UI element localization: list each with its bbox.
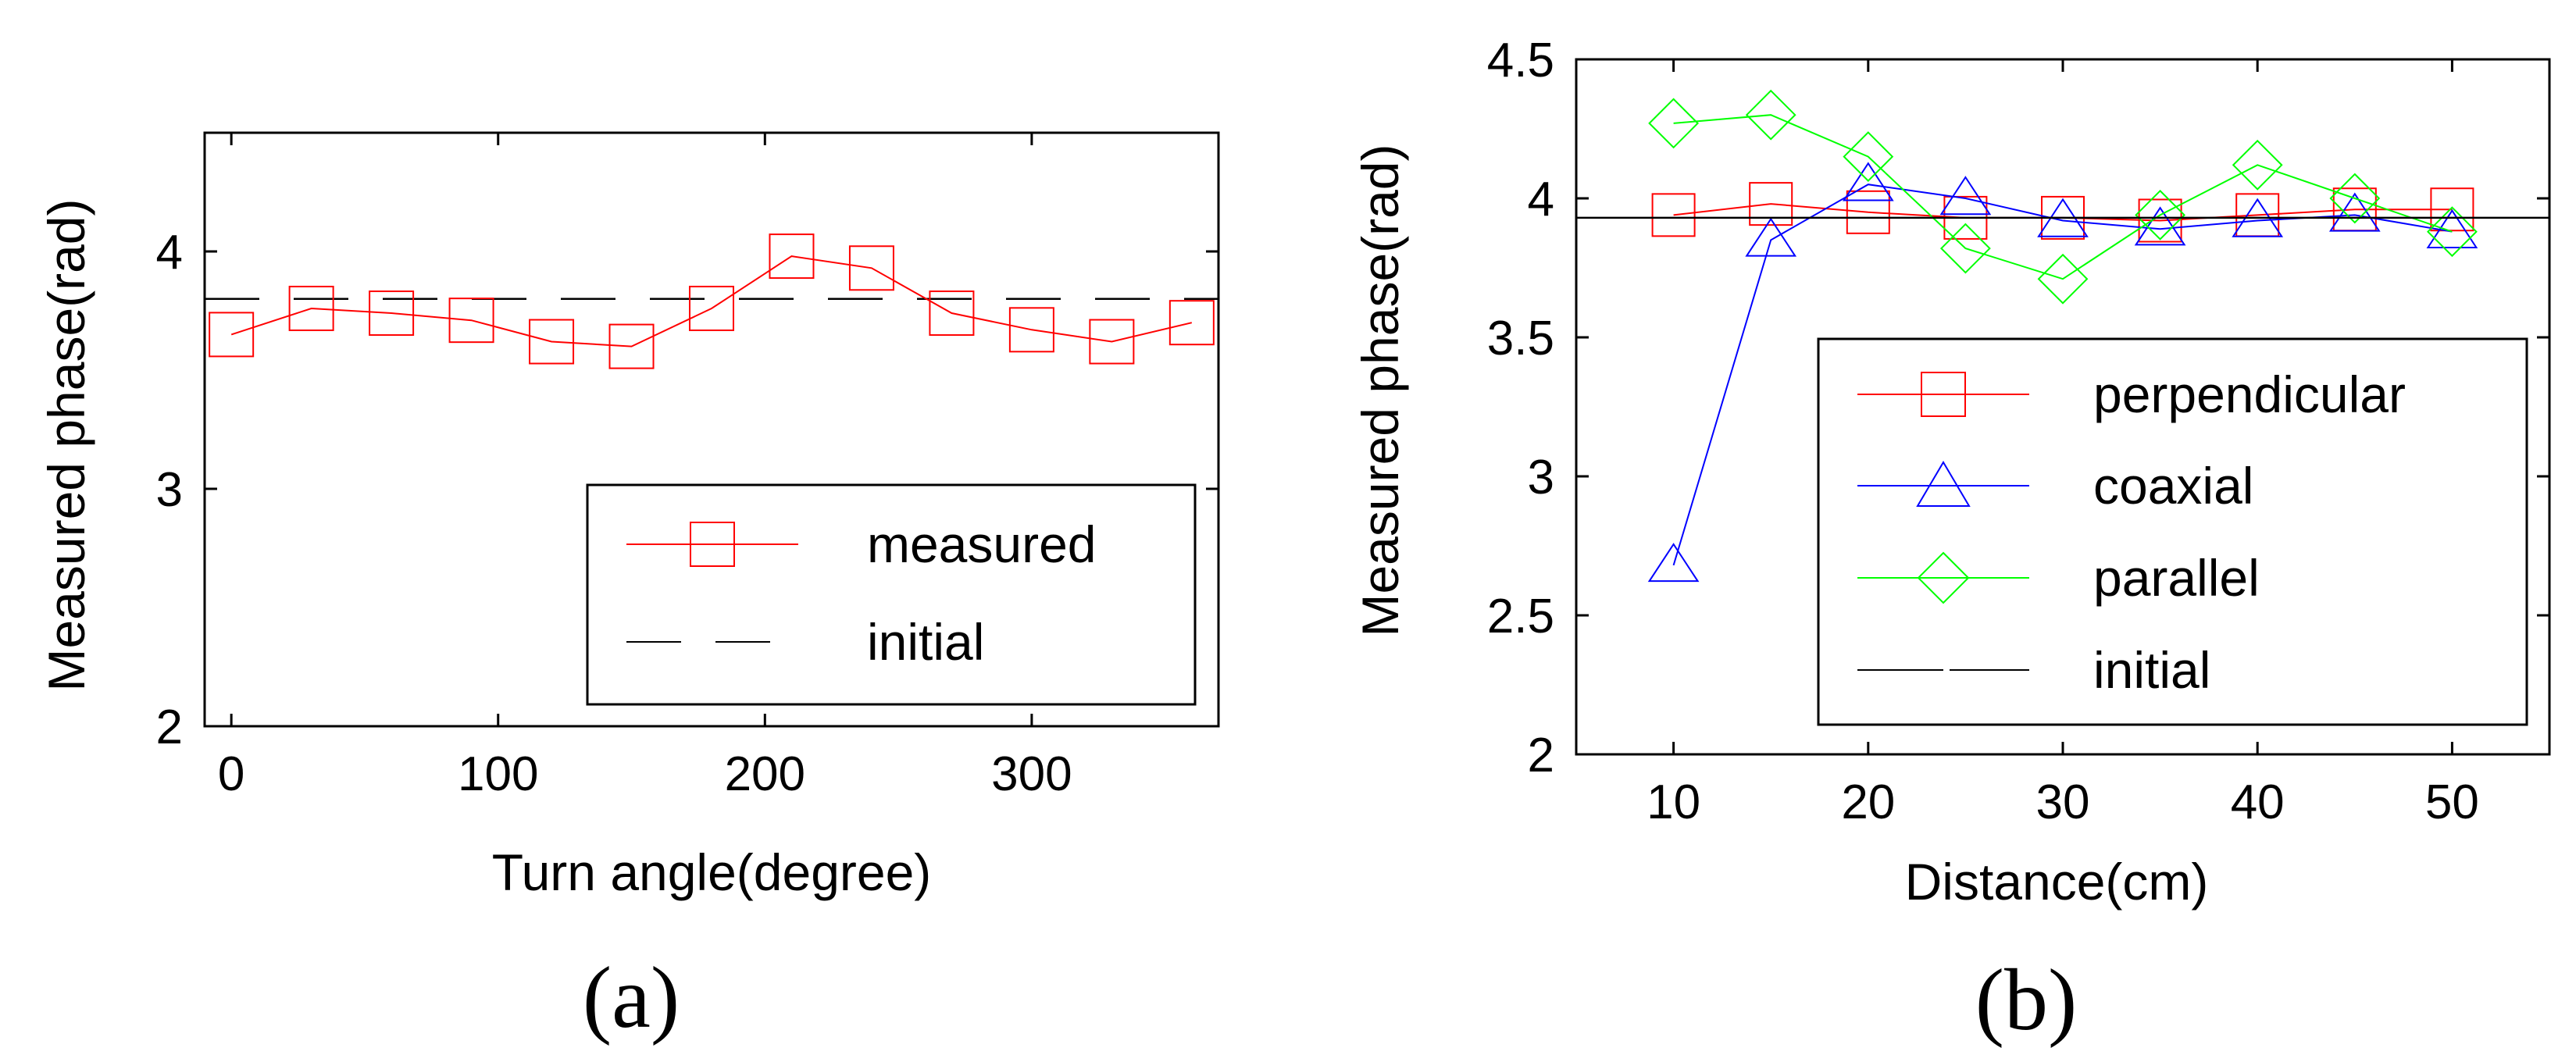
chart-a-point-measured [1008,307,1054,353]
chart-b-legend-perpendicular-label: perpendicular [2093,365,2406,423]
chart-a-legend-measured-label: measured [867,515,1097,573]
chart-b-legend-box [1817,337,2528,726]
chart-a-series-measured [209,233,1215,369]
chart-a-ytick-label: 4 [156,226,183,280]
chart-a-point-measured [769,233,815,280]
chart-b-series-perpendicular [1651,182,2474,243]
chart-b-point-perpendicular [1846,190,1890,234]
chart-b-point-parallel [1648,98,1700,149]
chart-b-point-coaxial [2426,208,2478,248]
chart-b-series-parallel [1648,89,2478,305]
chart-a-xtick-label: 200 [725,747,805,801]
chart-b-point-coaxial [1745,217,1797,257]
chart-a-point-measured [689,285,734,331]
chart-a-legend-measured-marker [690,522,735,567]
chart-b-xlabel: Distance(cm) [1905,853,2209,911]
chart-a-point-measured [1089,319,1135,365]
chart-a-ylabel: Measured phase(rad) [37,199,95,692]
chart-b-ytick-label: 4 [1528,173,1554,226]
chart-a-legend-initial-label: initial [867,613,984,671]
chart-a-ticks: 0 100 200 300 2 3 4 [156,133,1218,801]
chart-a-ytick-label: 2 [156,700,183,754]
chart-b-point-parallel [2329,173,2381,224]
chart-a-point-measured [848,245,894,291]
chart-a-series-measured [209,233,1215,369]
chart-b-xtick-label: 10 [1647,775,1700,829]
chart-b-series [1576,89,2549,583]
chart-b-point-perpendicular [1749,182,1793,226]
chart-a-xtick-label: 0 [218,747,244,801]
chart-a-point-measured [209,312,255,358]
chart-a-point-measured [608,323,655,369]
chart-b-legend-initial-label: initial [2093,641,2210,699]
chart-b-point-parallel [1745,89,1796,141]
chart-b-legend: perpendicular coaxial parallel initial [1817,337,2528,726]
chart-b-legend-coaxial-marker [1916,461,1971,507]
chart-b-point-parallel [2232,139,2283,191]
chart-b-point-parallel [2426,206,2478,258]
chart-b-point-parallel [2037,253,2089,305]
chart-b-ytick-label: 2.5 [1487,590,1554,643]
chart-a-point-measured [529,319,575,365]
chart-b-series-line-parallel [1673,114,2453,280]
chart-b-point-parallel [1843,131,1894,183]
chart-a: 0 100 200 300 2 3 4 measured initial Turn angl… [37,131,1220,1046]
chart-b-legend-coaxial-label: coaxial [2093,457,2253,515]
chart-b-caption: (b) [1975,952,2078,1049]
chart-a-legend-box [586,483,1197,706]
chart-a-point-measured [369,290,415,337]
chart-b-point-perpendicular [2430,187,2474,232]
chart-b-point-parallel [1939,223,1991,274]
chart-b-xtick-label: 40 [2231,775,2285,829]
chart-b-xtick-label: 30 [2036,775,2090,829]
chart-a-point-measured [929,290,975,337]
chart-b-legend-parallel-marker [1917,551,1970,604]
chart-b-point-perpendicular [1651,193,1696,237]
chart-b-ytick-label: 4.5 [1487,34,1554,87]
chart-b-point-coaxial [2328,192,2381,232]
chart-a-series-line-measured [230,255,1193,347]
chart-a-xlabel: Turn angle(degree) [492,843,932,901]
chart-a-xtick-label: 100 [458,747,538,801]
chart-a-xtick-label: 300 [991,747,1072,801]
chart-a-ytick-label: 3 [156,463,183,517]
chart-b-point-perpendicular [2138,198,2182,243]
chart-a-point-measured [1168,300,1215,346]
chart-b-ytick-label: 3 [1528,451,1554,504]
chart-b: 10 20 30 40 50 2 2.5 3 3.5 4 4.5 perpendicular coa… [1351,34,2551,1049]
chart-b-ticks: 10 20 30 40 50 2 2.5 3 3.5 4 4.5 [1487,34,2549,829]
chart-b-legend-parallel-label: parallel [2093,549,2260,607]
chart-b-point-coaxial [1842,162,1894,201]
chart-b-xtick-label: 20 [1841,775,1895,829]
chart-b-point-parallel [2135,189,2186,241]
chart-b-legend-perpendicular-marker [1921,372,1966,417]
chart-a-legend: measured initial [586,483,1197,706]
chart-b-ytick-label: 2 [1528,729,1554,782]
chart-a-point-measured [288,285,334,331]
chart-b-ytick-label: 3.5 [1487,312,1554,365]
chart-a-point-measured [448,298,494,344]
chart-a-plot-area [203,131,1220,728]
chart-b-point-coaxial [1647,543,1700,583]
chart-a-caption: (a) [583,950,680,1046]
chart-b-ylabel: Measured phase(rad) [1351,144,1409,637]
chart-b-point-coaxial [1939,176,1992,216]
chart-b-xtick-label: 50 [2425,775,2479,829]
